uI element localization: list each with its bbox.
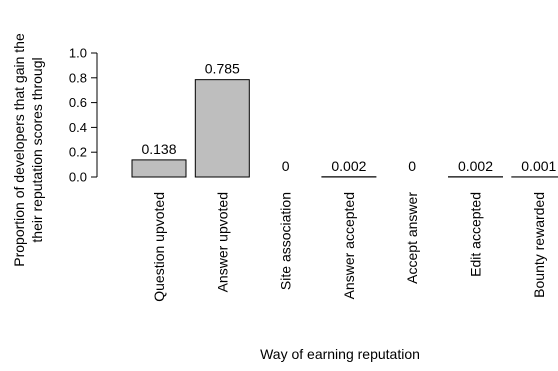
- x-category-label: Edit accepted: [468, 192, 484, 277]
- data-label: 0.138: [141, 141, 176, 157]
- y-tick-label: 0.2: [69, 145, 87, 160]
- data-label: 0: [408, 158, 416, 174]
- x-category-label: Answer upvoted: [214, 192, 230, 292]
- x-category-label: Bounty rewarded: [531, 192, 547, 298]
- bars: [131, 79, 558, 178]
- data-labels: 0.138 0.785 0 0.002 0 0.002 0.001: [141, 61, 556, 174]
- y-axis-title-line-1: Proportion of developers that gain the: [11, 33, 27, 267]
- data-label: 0.002: [458, 158, 493, 174]
- bar: [194, 79, 250, 178]
- y-axis-title: Proportion of developers that gain the t…: [11, 33, 45, 267]
- data-label: 0: [282, 158, 290, 174]
- y-tick-label: 0.0: [69, 170, 87, 185]
- y-tick-label: 1.0: [69, 46, 87, 61]
- y-tick-label: 0.8: [69, 70, 87, 85]
- data-label: 0.001: [521, 158, 556, 174]
- data-label: 0.785: [205, 61, 240, 77]
- y-axis-title-line-2: their reputation scores througl: [29, 57, 45, 242]
- x-category-labels: Question upvoted Answer upvoted Site assoc…: [151, 192, 547, 302]
- x-category-label: Site association: [278, 192, 294, 290]
- bar: [131, 159, 187, 178]
- x-axis-title: Way of earning reputation: [260, 346, 420, 362]
- data-label: 0.002: [331, 158, 366, 174]
- x-category-label: Question upvoted: [151, 192, 167, 302]
- y-tick-label: 0.4: [69, 120, 87, 135]
- x-category-label: Accept answer: [404, 192, 420, 284]
- y-tick-label: 0.6: [69, 95, 87, 110]
- y-axis: 0.0 0.2 0.4 0.6 0.8 1.0: [69, 46, 98, 185]
- x-category-label: Answer accepted: [341, 192, 357, 299]
